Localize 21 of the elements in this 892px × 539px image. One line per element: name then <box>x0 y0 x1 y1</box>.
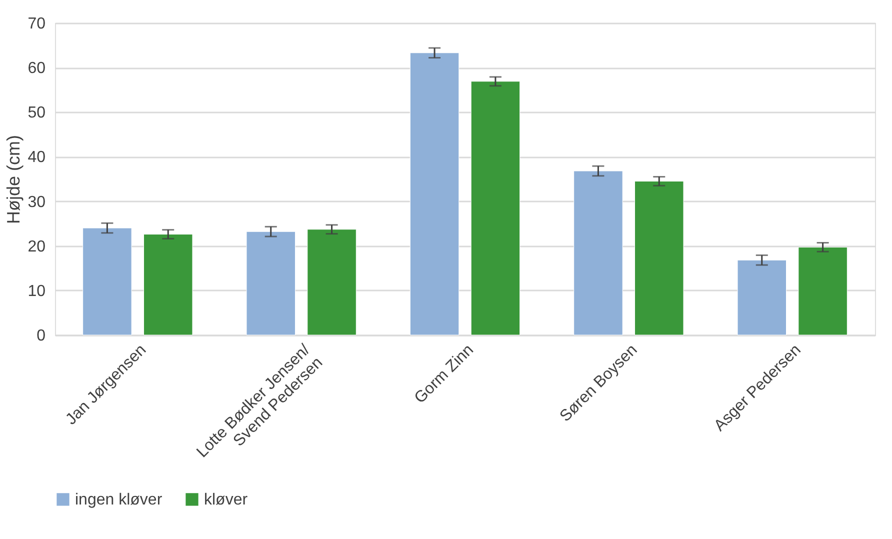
bar <box>470 81 520 336</box>
bar <box>798 246 848 336</box>
y-tick-label: 10 <box>28 282 46 300</box>
y-tick-label: 70 <box>28 16 46 32</box>
bar <box>246 231 296 336</box>
bar <box>143 234 193 336</box>
bar <box>634 180 684 336</box>
y-tick-label: 40 <box>28 149 46 166</box>
y-tick-label: 20 <box>28 238 46 256</box>
bar <box>737 260 787 336</box>
bar <box>574 170 623 336</box>
y-axis-title: Højde (cm) <box>4 135 24 224</box>
bar <box>82 228 132 336</box>
legend-label: ingen kløver <box>75 491 163 508</box>
legend-label: kløver <box>204 491 248 508</box>
y-tick-label: 0 <box>36 328 46 344</box>
bar <box>410 52 460 336</box>
y-tick-label: 50 <box>28 104 46 122</box>
y-tick-label: 30 <box>28 194 46 211</box>
bar <box>307 229 356 336</box>
y-tick-label: 60 <box>28 60 46 78</box>
